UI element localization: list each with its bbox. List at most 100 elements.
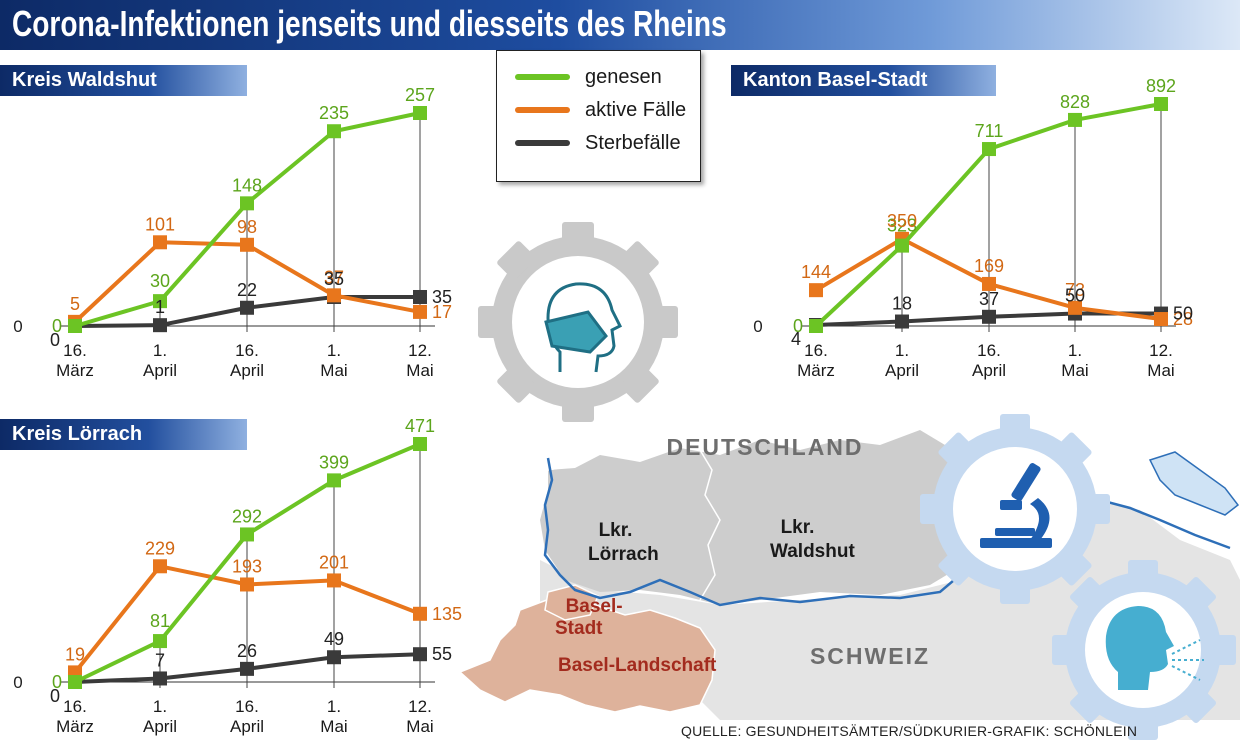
chart0-marker-a [240, 237, 254, 252]
chart2-data-label-g: 471 [405, 416, 435, 436]
chart0-data-label-g: 235 [319, 103, 349, 123]
chart0-data-label-g: 148 [232, 175, 262, 195]
chart1-x-tick-label: 1. Mai [1061, 341, 1088, 380]
chart2-data-label-s: 7 [155, 650, 165, 670]
chart0-data-label-s: 35 [324, 269, 344, 289]
chart2-x-tick-label: 1. Mai [320, 697, 347, 736]
legend-item-genesen: genesen [515, 65, 662, 89]
panel-title-waldshut: Kreis Waldshut [0, 65, 247, 96]
chart1-data-label-g: 0 [793, 316, 803, 336]
chart1-data-label-s: 50 [1065, 286, 1085, 306]
chart2-marker-g [240, 527, 254, 542]
map-label-loerrach-text: Lkr. Lörrach [588, 520, 659, 565]
chart2-data-label-a: 201 [319, 552, 349, 572]
legend-label-sterbefaelle: Sterbefälle [585, 131, 681, 154]
chart0-marker-g [153, 294, 167, 309]
chart1-marker-g [809, 319, 823, 333]
chart2-marker-a [240, 577, 254, 592]
chart0-data-label-g: 257 [405, 85, 435, 105]
panel-title-loerrach: Kreis Lörrach [0, 419, 247, 450]
chart1-y-tick-label: 0 [753, 317, 762, 336]
chart0-data-label-s: 1 [155, 297, 165, 317]
coughing-head-icon [1105, 606, 1204, 690]
page-title: Corona-Infektionen jenseits und diesseit… [12, 3, 727, 44]
microscope-icon [980, 462, 1052, 548]
chart2-marker-g [413, 437, 427, 451]
legend-swatch-sterbefaelle [515, 140, 570, 146]
chart2-data-label-g: 81 [150, 611, 170, 631]
chart2-marker-a [413, 606, 427, 621]
chart2-marker-s [240, 661, 254, 676]
source-credit: QUELLE: GESUNDHEITSÄMTER/SÜDKURIER-GRAFI… [681, 723, 1138, 739]
chart0-y-tick-label: 0 [13, 317, 22, 336]
chart2-marker-s [327, 650, 341, 665]
chart1-x-tick-label: 1. April [885, 341, 919, 380]
chart1-data-label-g: 711 [975, 121, 1004, 141]
chart0-marker-s [153, 318, 167, 333]
chart2-marker-g [327, 473, 341, 488]
chart1-marker-g [895, 238, 909, 253]
chart0-marker-g [240, 196, 254, 211]
chart0-data-label-g: 0 [52, 316, 62, 336]
chart1-marker-a [809, 283, 823, 298]
chart2-data-label-a: 19 [65, 644, 85, 664]
chart0-data-label-g: 30 [150, 271, 170, 291]
chart2-data-label-g: 0 [52, 672, 62, 692]
chart1-marker-s [895, 314, 909, 329]
chart1-data-label-a: 73 [1065, 280, 1085, 300]
chart2-marker-a [153, 559, 167, 574]
map-label-basel-stadt-text: Basel- Stadt [555, 596, 623, 639]
map-district-boundary-2 [547, 417, 791, 471]
chart0-x-tick-label: 12. Mai [406, 341, 433, 380]
chart1-data-label-s: 4 [791, 329, 801, 349]
chart1-x-tick-label: 12. Mai [1147, 341, 1174, 380]
map-label-waldshut: Lkr. Waldshut [770, 492, 855, 564]
legend-label-aktive: aktive Fälle [585, 98, 687, 121]
chart0-marker-g [68, 319, 82, 333]
chart1-data-label-a: 28 [1173, 309, 1193, 329]
chart0-data-label-a: 98 [237, 217, 257, 237]
chart1-data-label-g: 892 [1146, 76, 1176, 96]
chart1-x-tick-label: 16. April [972, 341, 1006, 380]
map-label-basel-land: Basel-Landschaft [558, 655, 717, 676]
chart2-data-label-s: 0 [50, 686, 60, 706]
chart2-data-label-s: 26 [237, 641, 257, 661]
chart2-marker-g [153, 634, 167, 649]
chart1-data-label-s: 37 [979, 289, 999, 309]
chart1-data-label-a: 144 [801, 262, 831, 282]
chart2-x-tick-label: 16. April [230, 697, 264, 736]
chart1-data-label-g: 828 [1060, 92, 1090, 112]
chart0-data-label-a: 5 [70, 294, 80, 314]
chart0-data-label-s: 22 [237, 280, 257, 300]
chart0-data-label-s: 35 [432, 287, 452, 307]
chart2-marker-s [413, 647, 427, 662]
chart2-data-label-g: 399 [319, 452, 349, 472]
chart1-data-label-a: 169 [974, 256, 1004, 276]
legend-swatch-aktive [515, 107, 570, 113]
chart2-data-label-a: 135 [432, 604, 462, 624]
chart0-marker-a [327, 288, 341, 303]
chart2-marker-g [68, 675, 82, 689]
chart0-data-label-a: 101 [145, 214, 175, 234]
chart0-marker-s [413, 289, 427, 304]
chart2-data-label-g: 292 [232, 506, 262, 526]
chart2-y-tick-label: 0 [13, 673, 22, 692]
chart2-x-tick-label: 16. März [56, 697, 94, 736]
map-basel-landschaft [458, 594, 716, 713]
chart1-marker-g [1154, 97, 1168, 111]
chart2-data-label-s: 55 [432, 644, 452, 664]
map-label-loerrach: Lkr. Lörrach [588, 495, 659, 567]
chart1-marker-g [1068, 112, 1082, 127]
chart0-data-label-a: 37 [324, 267, 344, 287]
chart1-marker-s [982, 309, 996, 324]
chart0-x-tick-label: 1. April [143, 341, 177, 380]
chart0-data-label-a: 17 [432, 302, 452, 322]
chart0-marker-g [413, 106, 427, 120]
mask-head-icon [544, 282, 623, 373]
chart0-x-tick-label: 16. April [230, 341, 264, 380]
legend-swatch-genesen [515, 74, 570, 80]
map-lake [1148, 451, 1240, 516]
chart1-x-tick-label: 16. März [797, 341, 835, 380]
chart1-data-label-a: 350 [887, 211, 917, 231]
